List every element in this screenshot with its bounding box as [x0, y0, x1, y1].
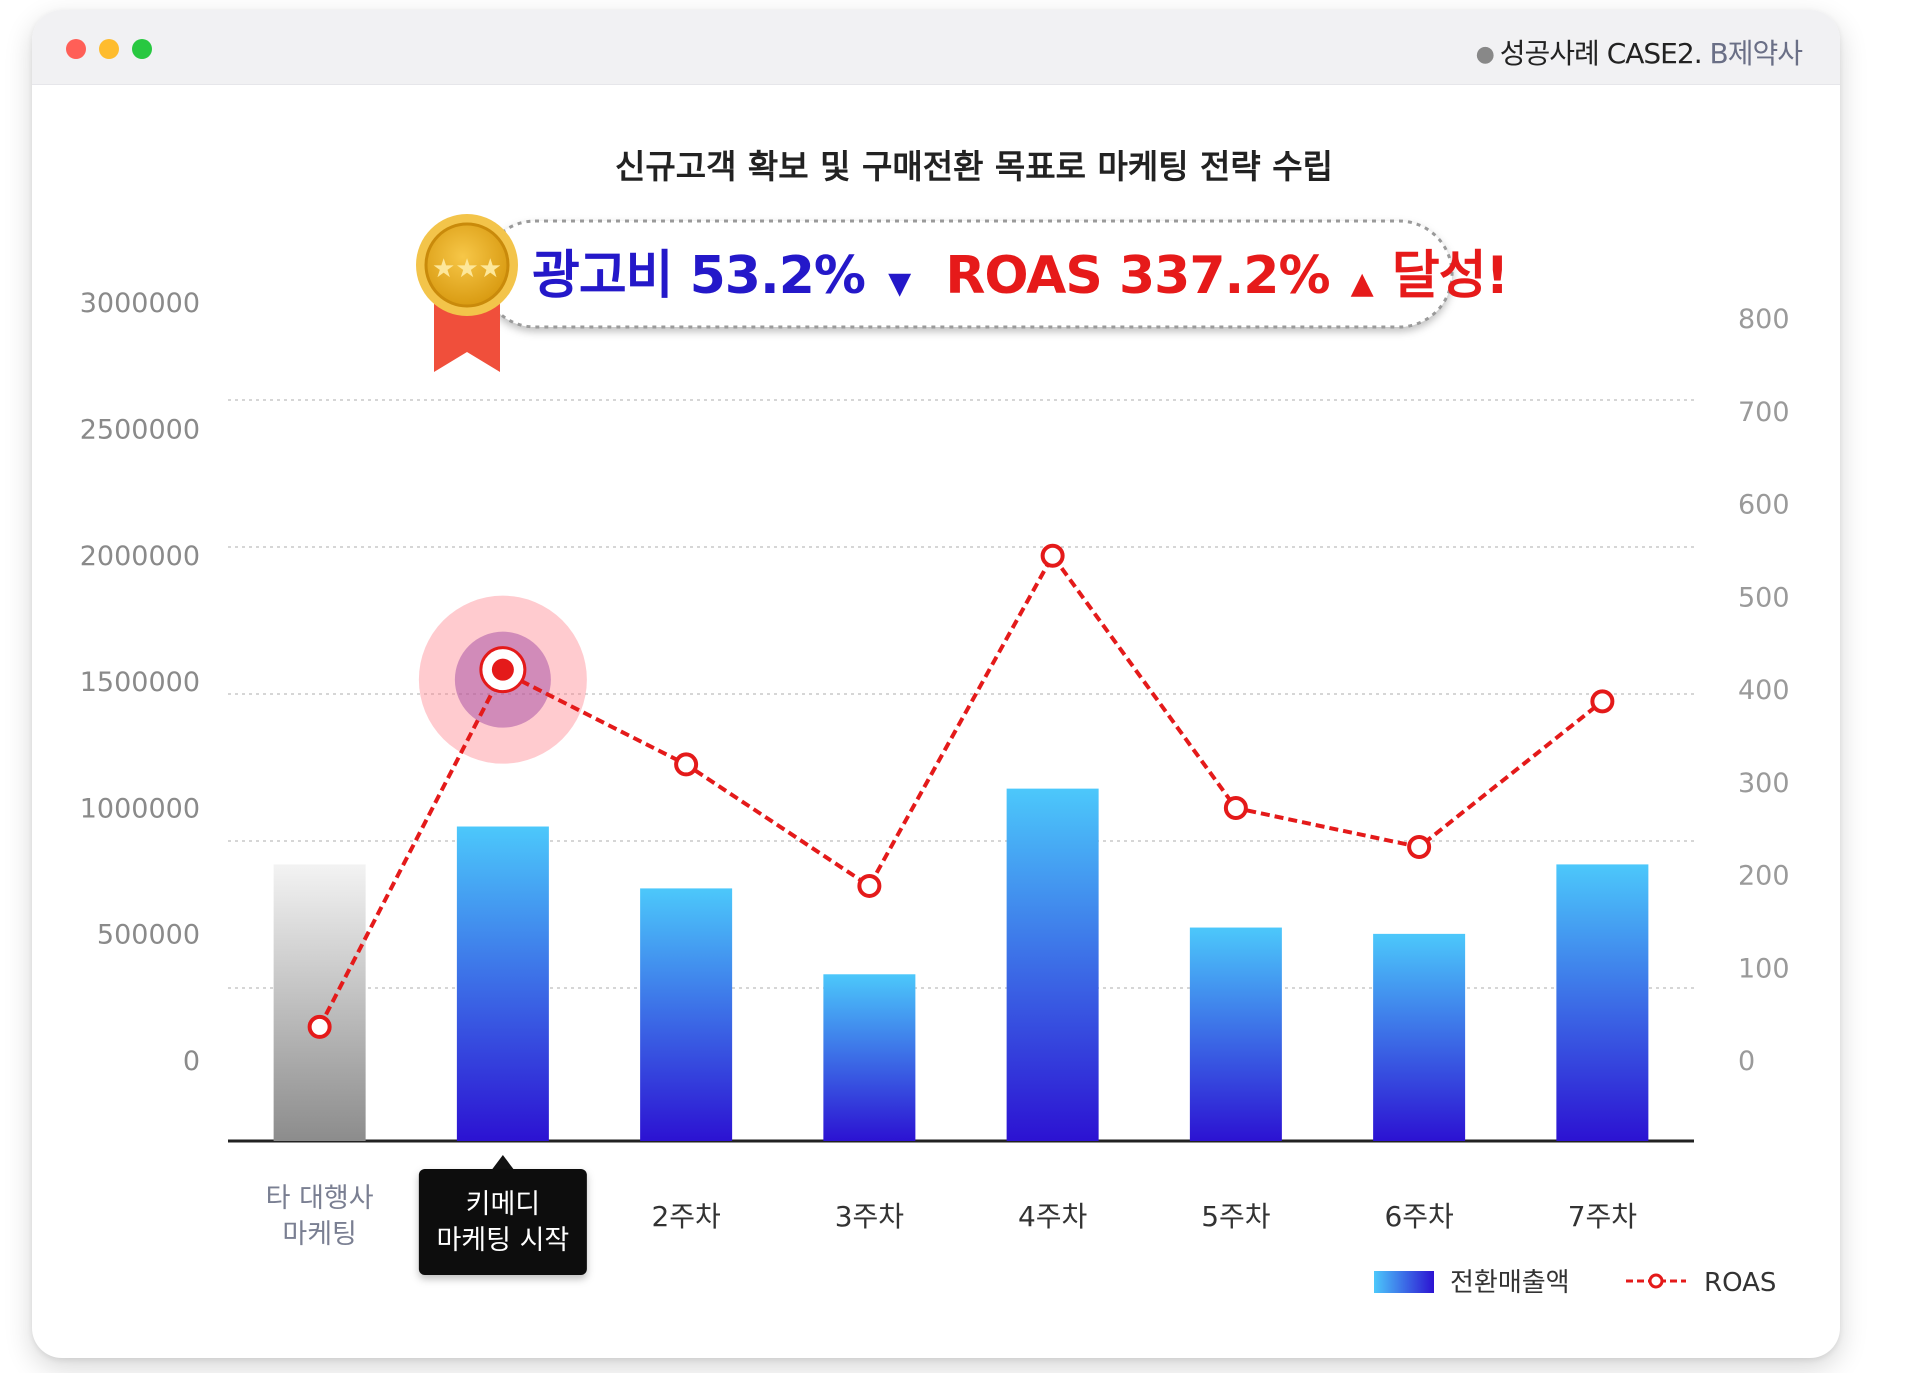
left-axis-tick: 2000000	[80, 541, 200, 572]
headline-pill	[480, 219, 1454, 329]
left-axis-tick: 3000000	[80, 288, 200, 319]
legend-point-swatch	[1648, 1273, 1664, 1289]
up-arrow-icon: ▲	[1351, 266, 1374, 301]
headline-ad-cost: 광고비 53.2%	[532, 246, 865, 306]
medal-icon: ★★★	[416, 214, 518, 372]
x-axis-label: 키메디	[466, 1189, 541, 1220]
right-axis-tick: 800	[1738, 304, 1790, 335]
right-axis-tick: 100	[1738, 953, 1790, 984]
right-axis-tick: 0	[1738, 1046, 1755, 1077]
x-axis-label: 6주차	[1384, 1200, 1453, 1233]
gridlines	[228, 399, 1694, 1143]
down-arrow-icon: ▼	[888, 266, 911, 301]
roas-point-1	[307, 1014, 332, 1039]
legend-bar-swatch	[1374, 1271, 1434, 1293]
roas-series-line	[317, 553, 1604, 1028]
bar-7	[1373, 933, 1466, 1141]
bar-2	[456, 826, 549, 1141]
window-titlebar: ● 성공사례 CASE2. B제약사	[32, 10, 1840, 85]
x-axis-label: 타 대행사	[266, 1183, 374, 1214]
roas-point-6	[1223, 796, 1248, 821]
headline-text: 광고비 53.2% ▼ ROAS 337.2% ▲ 달성!	[532, 246, 1508, 306]
left-axis-tick: 1500000	[80, 667, 200, 698]
bars	[273, 788, 1649, 1141]
chart-title: 신규고객 확보 및 구매전환 목표로 마케팅 전략 수립	[615, 147, 1333, 186]
legend-line-label: ROAS	[1704, 1268, 1776, 1298]
headline-banner: 광고비 53.2% ▼ ROAS 337.2% ▲ 달성!	[480, 219, 1509, 329]
bar-6	[1189, 927, 1282, 1141]
close-window-dot[interactable]	[66, 39, 86, 59]
roas-points	[307, 543, 1615, 1039]
maximize-window-dot[interactable]	[132, 39, 152, 59]
right-axis-tick: 600	[1738, 490, 1790, 521]
x-axis-label: 마케팅	[282, 1219, 357, 1250]
bar-5	[1006, 788, 1099, 1141]
left-axis-tick: 1000000	[80, 793, 200, 824]
x-axis-label: 마케팅 시작	[436, 1225, 569, 1256]
callout-pointer	[490, 1155, 515, 1171]
headline-achieved: 달성!	[1392, 246, 1508, 306]
right-axis-tick: 300	[1738, 768, 1790, 799]
left-axis-labels: 3000000 2500000 2000000 1500000 1000000 50000…	[80, 288, 200, 1077]
company-name: B제약사	[1709, 37, 1803, 70]
right-axis-tick: 500	[1738, 582, 1790, 613]
bar-4	[823, 974, 916, 1141]
case-title: 성공사례 CASE2.	[1499, 37, 1703, 70]
roas-point-4	[857, 873, 882, 898]
left-axis-tick: 500000	[97, 920, 200, 951]
roas-point-highlight-core	[491, 658, 514, 681]
svg-text:★★★: ★★★	[432, 254, 502, 284]
roas-line	[317, 553, 1604, 1028]
roas-point-5	[1040, 543, 1065, 568]
roas-point-3	[674, 752, 699, 777]
right-axis-labels: 800 700 600 500 400 300 200 100 0	[1738, 304, 1790, 1077]
case-label: ● 성공사례 CASE2. B제약사	[1475, 32, 1803, 72]
bar-1	[273, 864, 366, 1141]
right-axis-tick: 400	[1738, 675, 1790, 706]
legend-bar-label: 전환매출액	[1450, 1268, 1570, 1298]
x-axis-label: 2주차	[651, 1200, 720, 1233]
bullet-icon: ●	[1475, 42, 1495, 67]
callout-box	[418, 1169, 587, 1275]
roas-point-7	[1407, 834, 1432, 859]
right-axis-tick: 700	[1738, 397, 1790, 428]
x-axis-label: 4주차	[1018, 1200, 1087, 1233]
x-axis-label: 5주차	[1201, 1200, 1270, 1233]
x-axis-label: 7주차	[1568, 1200, 1637, 1233]
headline-roas: ROAS 337.2%	[945, 246, 1329, 306]
minimize-window-dot[interactable]	[99, 39, 119, 59]
left-axis-tick: 2500000	[80, 415, 200, 446]
left-axis-tick: 0	[183, 1046, 200, 1077]
right-axis-tick: 200	[1738, 861, 1790, 892]
x-axis-label: 3주차	[835, 1200, 904, 1233]
bar-3	[640, 888, 733, 1141]
legend: 전환매출액 ROAS	[1374, 1268, 1776, 1298]
bar-8	[1556, 864, 1649, 1141]
roas-point-8	[1590, 689, 1615, 714]
